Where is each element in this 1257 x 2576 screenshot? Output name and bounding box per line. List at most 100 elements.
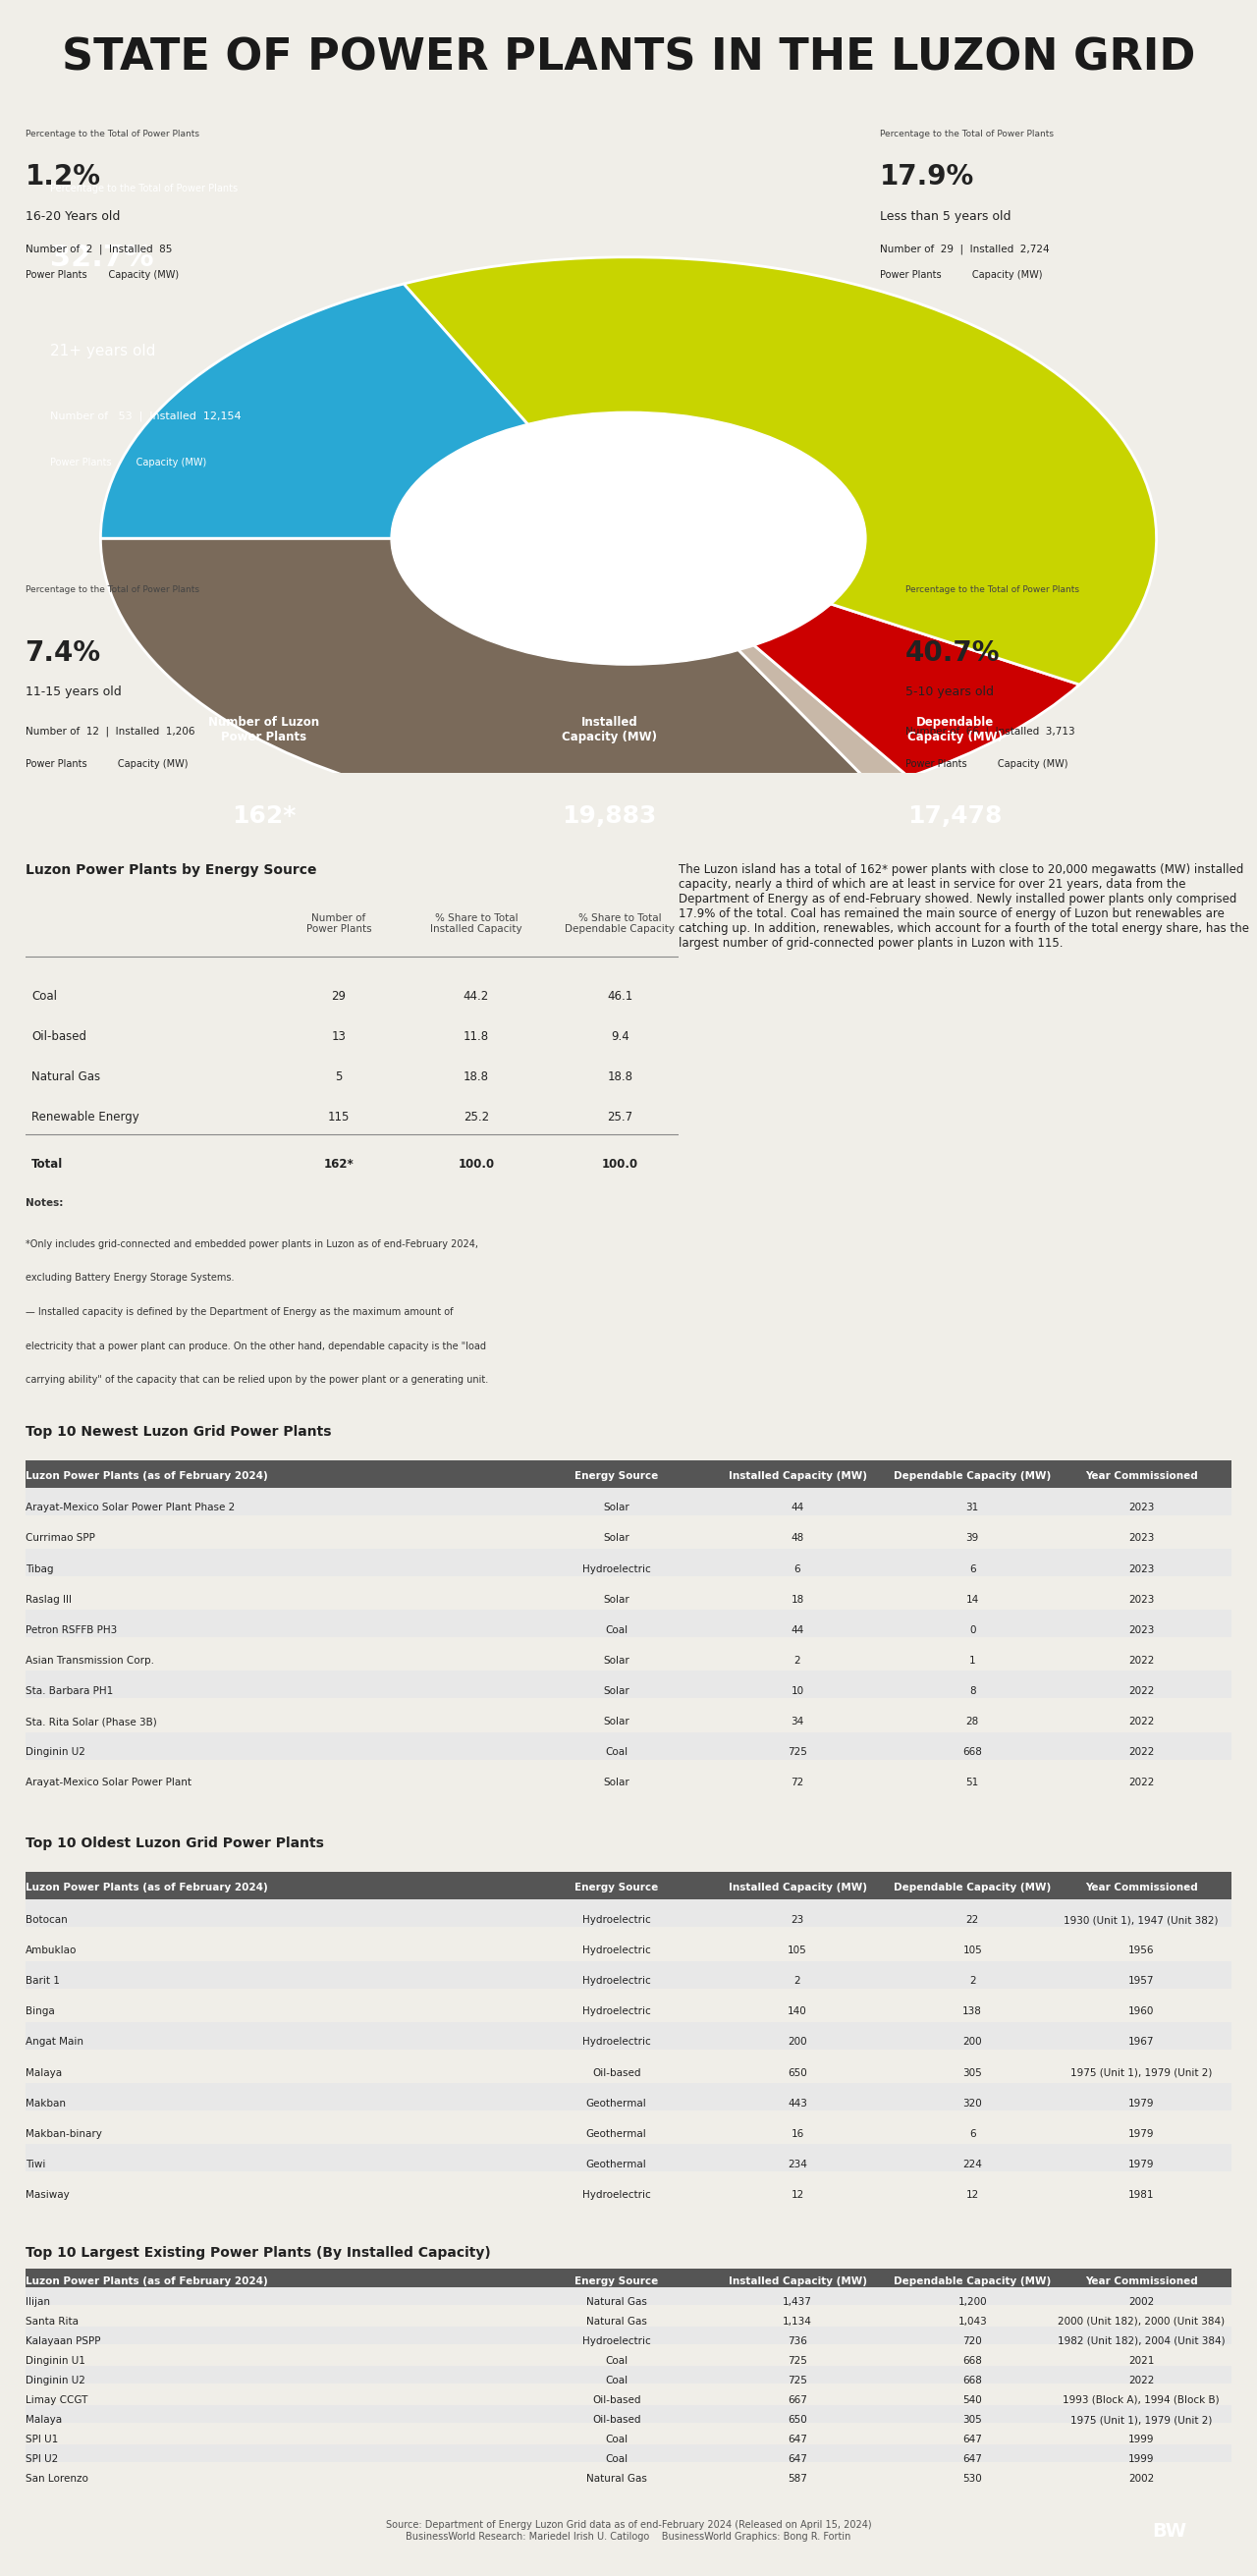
Text: 115: 115	[328, 1110, 349, 1123]
Text: Petron RSFFB PH3: Petron RSFFB PH3	[25, 1625, 117, 1636]
Text: 2002: 2002	[1129, 2473, 1154, 2483]
Text: 6: 6	[794, 1564, 801, 1574]
Text: Currimao SPP: Currimao SPP	[25, 1533, 94, 1543]
Text: 2022: 2022	[1129, 1777, 1154, 1788]
Text: San Lorenzo: San Lorenzo	[25, 2473, 88, 2483]
Text: Arayat-Mexico Solar Power Plant: Arayat-Mexico Solar Power Plant	[25, 1777, 191, 1788]
Text: 23: 23	[791, 1914, 804, 1924]
FancyBboxPatch shape	[25, 1486, 1232, 1515]
Text: Luzon Power Plants (as of February 2024): Luzon Power Plants (as of February 2024)	[25, 1883, 268, 1893]
FancyBboxPatch shape	[25, 2084, 1232, 2110]
Text: Solar: Solar	[603, 1533, 630, 1543]
Text: Luzon Power Plants (as of February 2024): Luzon Power Plants (as of February 2024)	[25, 2277, 268, 2285]
Text: Notes:: Notes:	[25, 1198, 63, 1208]
Text: Power Plants          Capacity (MW): Power Plants Capacity (MW)	[880, 270, 1042, 281]
Text: 1957: 1957	[1129, 1976, 1154, 1986]
Text: 6: 6	[969, 1564, 975, 1574]
Wedge shape	[101, 283, 628, 538]
Text: 46.1: 46.1	[607, 989, 632, 1002]
Text: 100.0: 100.0	[458, 1157, 494, 1170]
Text: 305: 305	[963, 2069, 982, 2079]
Text: 17,478: 17,478	[908, 804, 1003, 829]
Text: 1930 (Unit 1), 1947 (Unit 382): 1930 (Unit 1), 1947 (Unit 382)	[1063, 1914, 1219, 1924]
Text: — Installed capacity is defined by the Department of Energy as the maximum amoun: — Installed capacity is defined by the D…	[25, 1306, 453, 1316]
Text: Limay CCGT: Limay CCGT	[25, 2396, 88, 2406]
Text: Binga: Binga	[25, 2007, 54, 2017]
FancyBboxPatch shape	[25, 2022, 1232, 2050]
Text: Dependable
Capacity (MW): Dependable Capacity (MW)	[908, 716, 1003, 742]
Text: 14: 14	[965, 1595, 979, 1605]
Text: Installed Capacity (MW): Installed Capacity (MW)	[728, 1883, 866, 1893]
Text: 100.0: 100.0	[602, 1157, 639, 1170]
FancyBboxPatch shape	[25, 2174, 1232, 2202]
Text: Solar: Solar	[603, 1687, 630, 1695]
Text: Luzon Power Plants by Energy Source: Luzon Power Plants by Energy Source	[25, 863, 317, 876]
Text: Hydroelectric: Hydroelectric	[582, 2336, 651, 2347]
Text: 18.8: 18.8	[464, 1072, 489, 1084]
Text: 1,200: 1,200	[958, 2298, 987, 2306]
Text: 7.4%: 7.4%	[25, 639, 101, 667]
Text: 2022: 2022	[1129, 1716, 1154, 1726]
Text: % Share to Total
Installed Capacity: % Share to Total Installed Capacity	[430, 912, 522, 935]
Text: 1993 (Block A), 1994 (Block B): 1993 (Block A), 1994 (Block B)	[1063, 2396, 1219, 2406]
Text: Top 10 Newest Luzon Grid Power Plants: Top 10 Newest Luzon Grid Power Plants	[25, 1425, 331, 1437]
Text: Arayat-Mexico Solar Power Plant Phase 2: Arayat-Mexico Solar Power Plant Phase 2	[25, 1502, 235, 1512]
Text: 29: 29	[332, 989, 346, 1002]
Text: Luzon Power Plants (as of February 2024): Luzon Power Plants (as of February 2024)	[25, 1471, 268, 1481]
Text: Masiway: Masiway	[25, 2190, 69, 2200]
Text: 32.7%: 32.7%	[50, 245, 155, 273]
Text: Percentage to the Total of Power Plants: Percentage to the Total of Power Plants	[25, 585, 199, 595]
Text: 668: 668	[963, 2375, 982, 2385]
Text: Natural Gas: Natural Gas	[586, 2316, 647, 2326]
Text: Natural Gas: Natural Gas	[31, 1072, 101, 1084]
Text: 16: 16	[791, 2128, 804, 2138]
Text: Percentage to the Total of Power Plants: Percentage to the Total of Power Plants	[25, 129, 199, 139]
Text: *Only includes grid-connected and embedded power plants in Luzon as of end-Febru: *Only includes grid-connected and embedd…	[25, 1239, 478, 1249]
Text: 725: 725	[788, 2357, 807, 2365]
Text: Dinginin U2: Dinginin U2	[25, 1747, 85, 1757]
Text: 140: 140	[788, 2007, 807, 2017]
Text: Number of  29  |  Installed  2,724: Number of 29 | Installed 2,724	[880, 245, 1050, 255]
Text: 1979: 1979	[1129, 2099, 1154, 2107]
Text: 725: 725	[788, 1747, 807, 1757]
Text: carrying ability" of the capacity that can be relied upon by the power plant or : carrying ability" of the capacity that c…	[25, 1376, 488, 1386]
Text: Number of   53  |  Installed  12,154: Number of 53 | Installed 12,154	[50, 412, 241, 422]
Text: 5: 5	[336, 1072, 342, 1084]
Text: Santa Rita: Santa Rita	[25, 2316, 78, 2326]
Text: Year Commissioned: Year Commissioned	[1085, 1471, 1198, 1481]
Text: 1975 (Unit 1), 1979 (Unit 2): 1975 (Unit 1), 1979 (Unit 2)	[1071, 2069, 1212, 2079]
Text: Number of  12  |  Installed  1,206: Number of 12 | Installed 1,206	[25, 726, 195, 737]
Text: 0: 0	[969, 1625, 975, 1636]
Text: Dependable Capacity (MW): Dependable Capacity (MW)	[894, 1471, 1051, 1481]
Text: 1956: 1956	[1129, 1945, 1154, 1955]
Text: Top 10 Largest Existing Power Plants (By Installed Capacity): Top 10 Largest Existing Power Plants (By…	[25, 2246, 490, 2259]
Text: 11-15 years old: 11-15 years old	[25, 685, 121, 698]
FancyBboxPatch shape	[25, 2347, 1232, 2365]
Text: Source: Department of Energy Luzon Grid data as of end-February 2024 (Released o: Source: Department of Energy Luzon Grid …	[386, 2519, 871, 2543]
Text: 2021: 2021	[1129, 2357, 1154, 2365]
Text: 647: 647	[963, 2434, 982, 2445]
Text: Energy Source: Energy Source	[574, 1883, 659, 1893]
Text: Oil-based: Oil-based	[592, 2069, 641, 2079]
Text: Coal: Coal	[605, 2357, 627, 2365]
FancyBboxPatch shape	[25, 2287, 1232, 2306]
Text: Solar: Solar	[603, 1595, 630, 1605]
Text: 320: 320	[963, 2099, 982, 2107]
Text: 48: 48	[791, 1533, 804, 1543]
Text: 5-10 years old: 5-10 years old	[905, 685, 993, 698]
FancyBboxPatch shape	[25, 1762, 1232, 1790]
Text: 2023: 2023	[1129, 1564, 1154, 1574]
Text: Geothermal: Geothermal	[586, 2159, 647, 2169]
Text: Energy Source: Energy Source	[574, 1471, 659, 1481]
Text: 1,437: 1,437	[783, 2298, 812, 2306]
Text: 10: 10	[791, 1687, 804, 1695]
Text: 18.8: 18.8	[607, 1072, 632, 1084]
Text: 668: 668	[963, 2357, 982, 2365]
FancyBboxPatch shape	[25, 1579, 1232, 1607]
Text: Botocan: Botocan	[25, 1914, 67, 1924]
Text: Kalayaan PSPP: Kalayaan PSPP	[25, 2336, 101, 2347]
Text: Hydroelectric: Hydroelectric	[582, 1976, 651, 1986]
FancyBboxPatch shape	[25, 1517, 1232, 1546]
Text: Power Plants          Capacity (MW): Power Plants Capacity (MW)	[905, 760, 1067, 770]
FancyBboxPatch shape	[25, 2115, 1232, 2141]
